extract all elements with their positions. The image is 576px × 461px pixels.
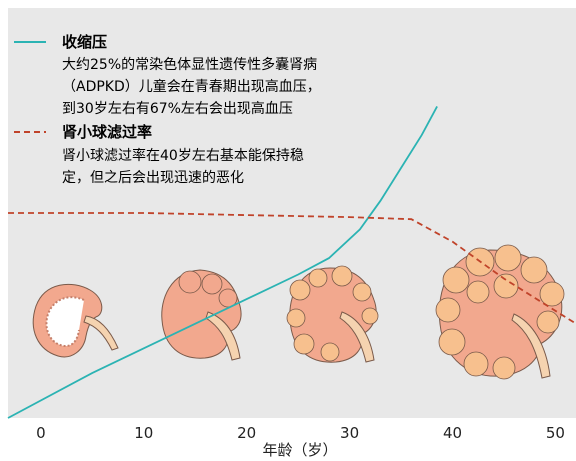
legend-title-gfr: 肾小球滤过率: [62, 123, 152, 141]
legend: 收缩压 大约25%的常染色体显性遗传性多囊肾病 （ADPKD）儿童会在青春期出现…: [14, 33, 321, 186]
x-tick-label: 30: [340, 424, 359, 442]
x-tick-label: 0: [36, 424, 46, 442]
legend-text-systolic-1: 大约25%的常染色体显性遗传性多囊肾病: [62, 56, 317, 73]
early-cystic-kidney-icon: [161, 269, 242, 361]
x-tick-label: 10: [134, 424, 153, 442]
legend-text-gfr-1: 肾小球滤过率在40岁左右基本能保持稳: [62, 147, 304, 164]
x-axis: 0 10 20 30 40 50: [36, 424, 565, 442]
legend-text-systolic-3: 到30岁左右有67%左右会出现高血压: [62, 100, 293, 117]
x-axis-label: 年龄（岁）: [262, 441, 337, 459]
series-line-1: [8, 212, 576, 325]
x-tick-label: 50: [546, 424, 565, 442]
legend-text-systolic-2: （ADPKD）儿童会在青春期出现高血压，: [62, 78, 321, 95]
x-tick-label: 40: [443, 424, 462, 442]
polycystic-kidney-icon: [435, 244, 565, 380]
normal-kidney-icon: [32, 283, 119, 358]
series-line-0: [7, 105, 438, 419]
legend-title-systolic: 收缩压: [62, 33, 107, 51]
x-tick-label: 20: [237, 424, 256, 442]
series-layer: [7, 105, 576, 419]
cystic-kidney-icon: [286, 265, 379, 363]
legend-text-gfr-2: 定，但之后会出现迅速的恶化: [62, 170, 244, 186]
